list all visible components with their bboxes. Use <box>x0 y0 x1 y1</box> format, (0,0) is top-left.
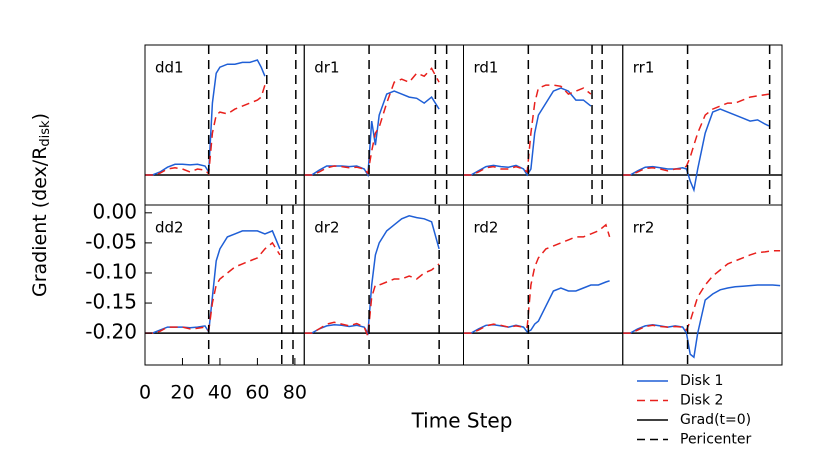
series-line <box>304 67 440 176</box>
y-label-suffix: ) <box>29 113 51 120</box>
panel-label: dd2 <box>155 219 184 237</box>
panel-label: rd1 <box>474 59 499 77</box>
x-tick-label: 40 <box>208 382 232 404</box>
y-tick-label: -0.05 <box>85 229 137 253</box>
series-line <box>304 215 440 336</box>
panel-label: rd2 <box>474 219 499 237</box>
legend-label: Disk 1 <box>680 373 723 389</box>
series-line <box>304 90 440 178</box>
x-tick-label: 20 <box>170 382 194 404</box>
series-line <box>145 84 266 176</box>
series-line <box>463 223 611 334</box>
x-tick-label: 0 <box>139 382 151 404</box>
series-line <box>463 280 610 334</box>
series-line <box>304 263 440 337</box>
x-tick-label: 60 <box>245 382 269 404</box>
series-line <box>463 87 592 177</box>
series-line <box>622 249 781 334</box>
series-line <box>145 241 281 334</box>
y-axis-label: Gradient (dex/Rdisk) <box>29 113 53 297</box>
legend-label: Disk 2 <box>680 393 723 409</box>
series-line <box>145 59 266 176</box>
legend-label: Pericenter <box>680 432 751 448</box>
panel-label: dd1 <box>155 59 184 77</box>
series-line <box>145 229 281 335</box>
series-line <box>463 84 592 176</box>
x-tick-label: 80 <box>283 382 307 404</box>
panel-label: rr2 <box>633 219 655 237</box>
series-line <box>622 284 781 359</box>
legend-label: Grad(t=0) <box>680 412 751 428</box>
y-tick-label: -0.15 <box>85 290 137 314</box>
y-tick-label: 0.00 <box>92 199 137 223</box>
y-tick-label: -0.10 <box>85 259 137 283</box>
y-label-text: Gradient (dex/R <box>29 147 51 297</box>
y-label-subscript: disk <box>38 120 53 147</box>
panel-label: dr2 <box>314 219 339 237</box>
x-axis-label: Time Step <box>411 409 513 433</box>
panel-frame <box>622 204 783 366</box>
y-tick-label: -0.20 <box>85 320 137 344</box>
panel-label: rr1 <box>633 59 655 77</box>
series-line <box>622 93 770 176</box>
series-line <box>622 108 770 193</box>
panel-label: dr1 <box>314 59 339 77</box>
